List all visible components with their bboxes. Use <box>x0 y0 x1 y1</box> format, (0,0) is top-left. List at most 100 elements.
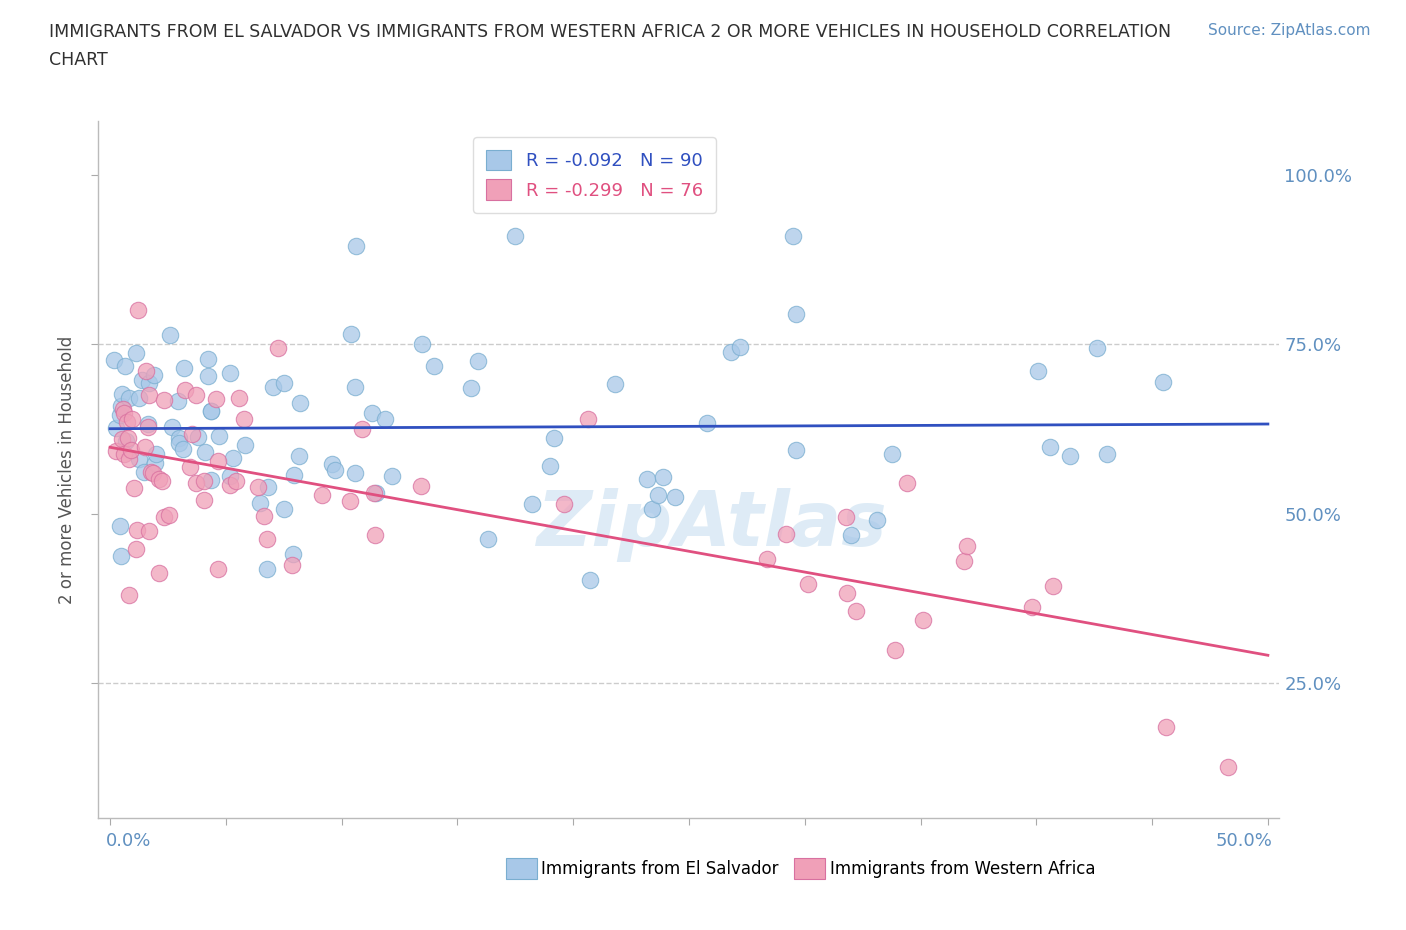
Point <box>233 437 256 452</box>
Text: ZipAtlas: ZipAtlas <box>537 488 889 563</box>
Point <box>120 443 142 458</box>
Point <box>110 399 132 414</box>
Point <box>112 406 135 421</box>
Point <box>866 512 889 527</box>
Point <box>1368 613 1391 628</box>
Point <box>115 414 138 429</box>
Point <box>104 444 127 458</box>
Point <box>143 456 166 471</box>
Point <box>111 402 134 417</box>
Point <box>1281 624 1303 639</box>
Point <box>785 443 807 458</box>
Point <box>477 531 499 546</box>
Point <box>720 344 742 359</box>
Point <box>114 433 136 448</box>
Legend: R = -0.092   N = 90, R = -0.299   N = 76: R = -0.092 N = 90, R = -0.299 N = 76 <box>474 137 716 213</box>
Point <box>184 476 207 491</box>
Point <box>159 327 181 342</box>
Point <box>110 549 132 564</box>
Text: Immigrants from El Salvador: Immigrants from El Salvador <box>541 859 779 878</box>
Point <box>339 493 361 508</box>
Point <box>197 368 219 383</box>
Point <box>311 487 333 502</box>
Point <box>139 465 162 480</box>
Point <box>460 380 482 395</box>
Point <box>344 239 367 254</box>
Point <box>343 466 366 481</box>
Point <box>364 527 387 542</box>
Point <box>142 466 165 481</box>
Point <box>273 502 295 517</box>
Point <box>1216 760 1239 775</box>
Point <box>636 472 658 486</box>
Point <box>1309 737 1331 751</box>
Point <box>104 420 127 435</box>
Point <box>249 496 271 511</box>
Point <box>1085 340 1108 355</box>
Point <box>835 585 858 600</box>
Point <box>363 485 385 500</box>
Point <box>664 489 686 504</box>
Point <box>782 229 804 244</box>
Point <box>287 448 309 463</box>
Point <box>148 472 170 486</box>
Point <box>912 612 935 627</box>
Point <box>125 541 148 556</box>
Point <box>423 359 446 374</box>
Point <box>576 411 599 426</box>
Point <box>880 446 903 461</box>
Point <box>111 387 134 402</box>
Point <box>520 497 543 512</box>
Point <box>145 446 167 461</box>
Point <box>142 367 165 382</box>
Point <box>200 472 222 487</box>
Point <box>135 364 157 379</box>
Point <box>1039 440 1062 455</box>
Point <box>467 353 489 368</box>
Point <box>128 391 150 405</box>
Point <box>167 431 190 445</box>
Point <box>696 416 718 431</box>
Point <box>1059 449 1081 464</box>
Text: 0.0%: 0.0% <box>105 832 150 850</box>
Point <box>200 403 222 418</box>
Point <box>148 565 170 580</box>
Point <box>218 478 240 493</box>
Point <box>321 457 343 472</box>
Point <box>222 451 245 466</box>
Point <box>266 340 288 355</box>
Point <box>138 388 160 403</box>
Point <box>652 470 675 485</box>
Y-axis label: 2 or more Vehicles in Household: 2 or more Vehicles in Household <box>58 336 76 604</box>
Text: 50.0%: 50.0% <box>1216 832 1272 850</box>
Point <box>1343 752 1365 767</box>
Point <box>257 480 280 495</box>
Point <box>253 509 276 524</box>
Point <box>1097 446 1119 461</box>
Point <box>955 539 977 554</box>
Point <box>112 446 135 461</box>
Point <box>118 391 141 405</box>
Point <box>503 229 526 244</box>
Point <box>232 412 254 427</box>
Point <box>281 558 304 573</box>
Point <box>117 431 139 445</box>
Point <box>1152 375 1174 390</box>
Text: Immigrants from Western Africa: Immigrants from Western Africa <box>830 859 1095 878</box>
Point <box>128 452 150 467</box>
Point <box>281 547 304 562</box>
Point <box>411 337 433 352</box>
Point <box>160 419 183 434</box>
Point <box>273 376 295 391</box>
Point <box>118 451 141 466</box>
Point <box>343 379 366 394</box>
Point <box>1021 599 1043 614</box>
Text: Source: ZipAtlas.com: Source: ZipAtlas.com <box>1208 23 1371 38</box>
Point <box>835 510 858 525</box>
Point <box>262 379 284 394</box>
Point <box>131 373 153 388</box>
Point <box>124 481 146 496</box>
Point <box>134 440 156 455</box>
Point <box>839 527 862 542</box>
Point <box>207 562 229 577</box>
